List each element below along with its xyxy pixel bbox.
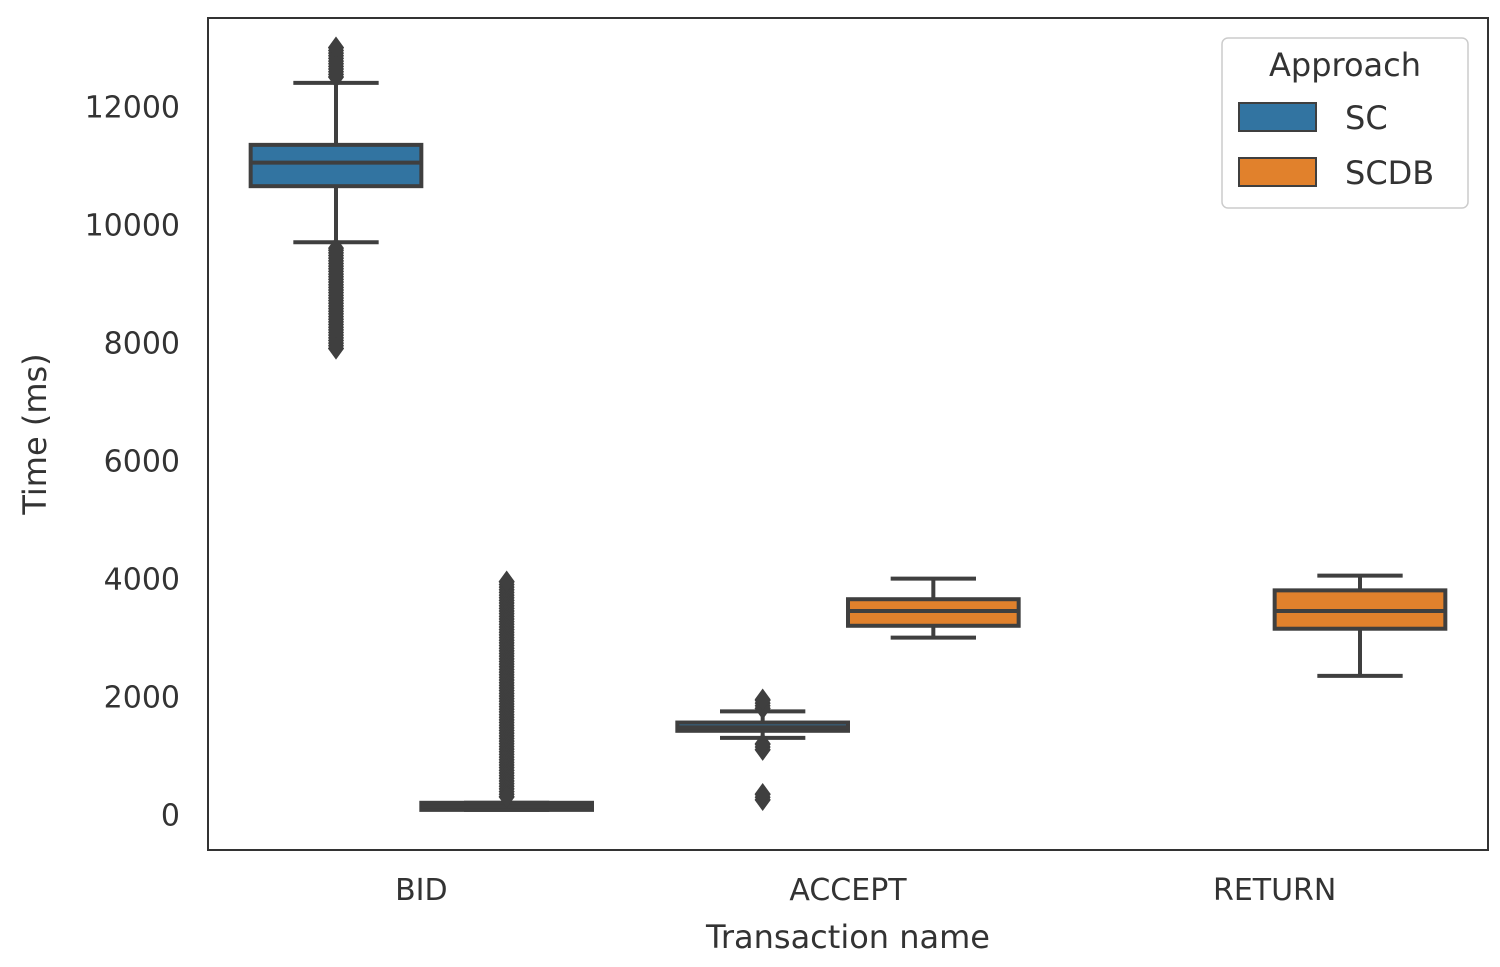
y-tick-label: 4000 <box>104 563 180 598</box>
outlier-point <box>498 785 515 808</box>
x-tick-label: ACCEPT <box>789 873 907 908</box>
outlier-point <box>328 237 344 260</box>
outlier-point <box>328 36 344 59</box>
y-tick-label: 6000 <box>104 445 180 480</box>
x-axis-label: Transaction name <box>705 918 990 956</box>
outlier-point <box>328 66 344 89</box>
legend-swatch-scdb <box>1238 157 1317 187</box>
box-sc-accept <box>675 688 850 811</box>
x-axis-ticks: BID ACCEPT RETURN <box>395 873 1336 908</box>
y-tick-label: 0 <box>161 799 180 834</box>
legend: Approach SC SCDB <box>1221 37 1469 209</box>
y-tick-label: 2000 <box>104 681 180 716</box>
box-scdb-bid <box>419 570 595 812</box>
plot-frame <box>207 17 1489 851</box>
legend-label-sc: SC <box>1345 99 1388 137</box>
outlier-point <box>754 688 771 711</box>
plot-marks <box>248 36 1448 812</box>
y-tick-label: 10000 <box>85 209 180 244</box>
y-axis-ticks: 0 2000 4000 6000 8000 10000 12000 <box>85 91 180 834</box>
legend-swatch-sc <box>1238 102 1317 132</box>
box-sc-bid <box>248 36 424 360</box>
outlier-point <box>498 570 515 593</box>
outlier-point <box>754 732 771 755</box>
legend-items: SC SCDB <box>1238 99 1434 192</box>
x-tick-label: BID <box>395 873 448 908</box>
x-tick-label: RETURN <box>1213 873 1336 908</box>
legend-label-scdb: SCDB <box>1345 154 1434 192</box>
box-scdb-accept <box>846 576 1021 640</box>
outlier-point <box>754 782 771 805</box>
box-iqr <box>248 142 424 189</box>
y-axis-label: Time (ms) <box>16 353 54 515</box>
legend-title: Approach <box>1269 46 1421 84</box>
box-scdb-return <box>1272 573 1448 678</box>
y-tick-label: 8000 <box>104 327 180 362</box>
outlier-point <box>328 337 344 360</box>
y-tick-label: 12000 <box>85 91 180 126</box>
